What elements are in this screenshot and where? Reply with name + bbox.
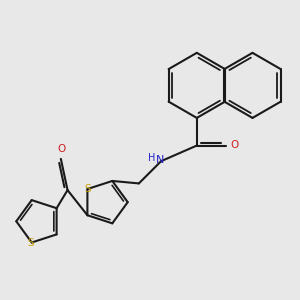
Text: H: H: [148, 153, 155, 163]
Text: S: S: [28, 238, 34, 248]
Text: S: S: [85, 184, 91, 194]
Text: O: O: [57, 145, 65, 154]
Text: N: N: [156, 155, 164, 165]
Text: O: O: [230, 140, 238, 150]
